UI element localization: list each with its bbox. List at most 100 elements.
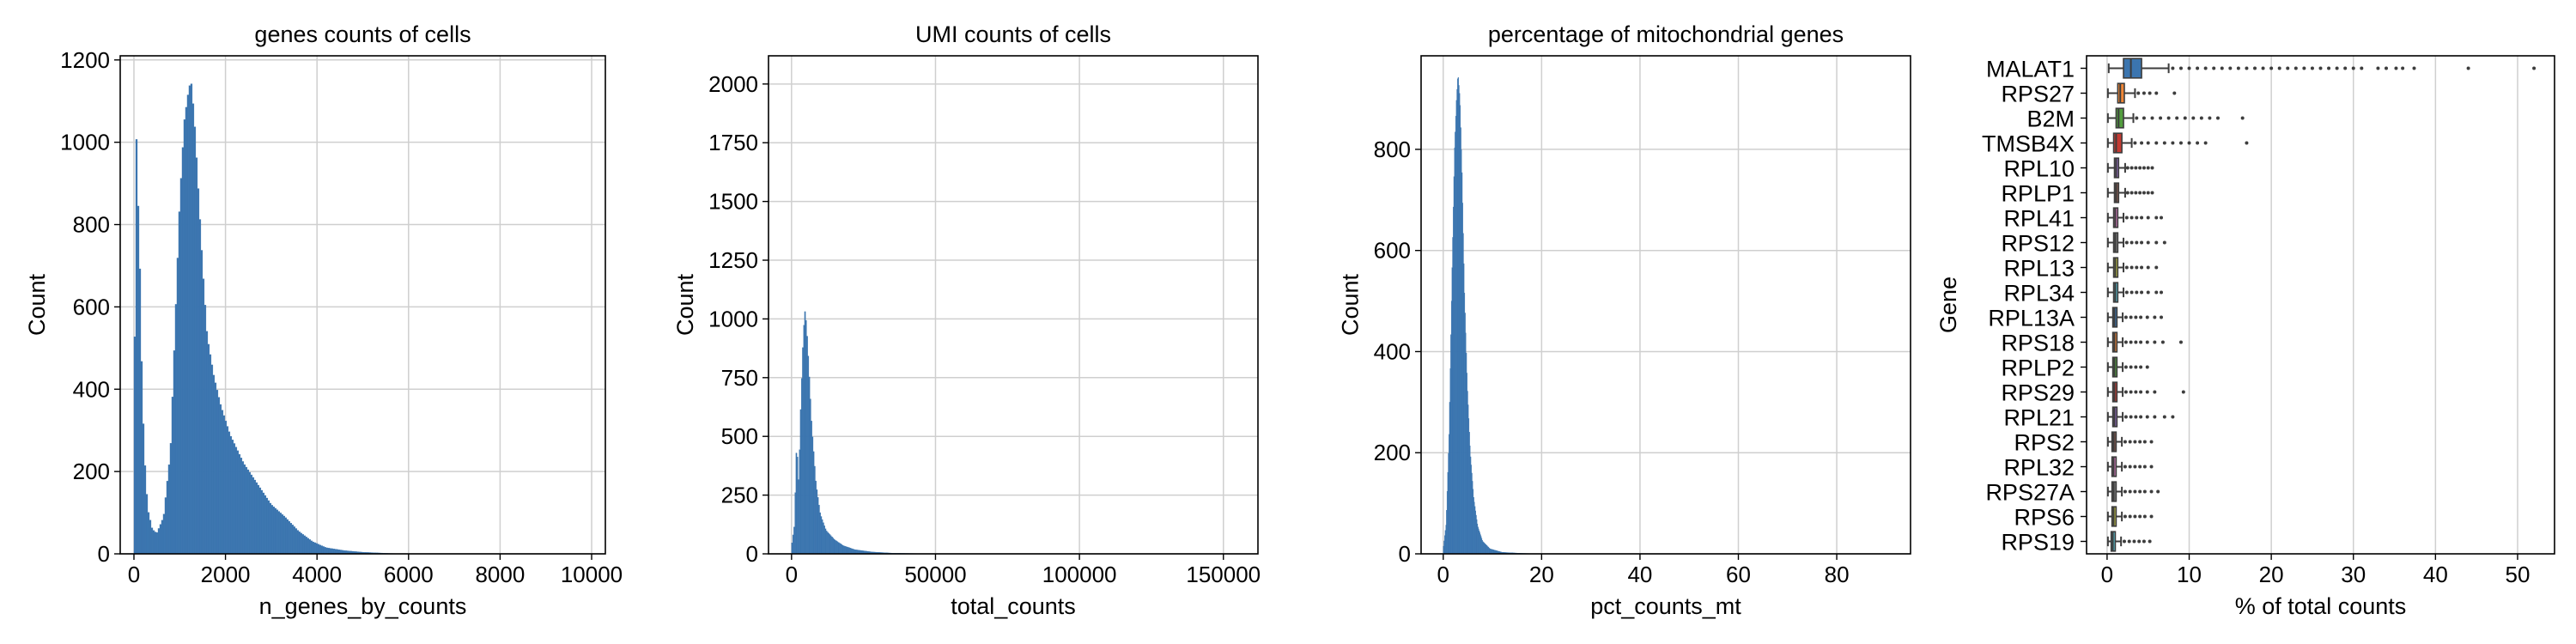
histogram-bar <box>257 484 260 555</box>
outlier-point <box>2146 216 2150 220</box>
histogram-bar <box>799 449 801 555</box>
histogram-bar <box>176 258 179 555</box>
outlier-point <box>2125 166 2129 170</box>
y-tick-label: 1000 <box>60 130 110 155</box>
gene-label: RPS2 <box>2014 430 2075 456</box>
gene-label: B2M <box>2026 106 2075 132</box>
outlier-point <box>2138 489 2142 494</box>
outlier-point <box>2149 465 2154 469</box>
histogram-bar <box>329 548 332 555</box>
gene-box-rpl13a <box>2106 307 2164 328</box>
histogram-bar <box>161 519 164 555</box>
histogram-bar <box>837 542 840 555</box>
y-axis-label: Gene <box>1935 276 1961 333</box>
outlier-point <box>2123 340 2128 344</box>
outlier-point <box>2245 66 2249 70</box>
histogram-bar <box>147 512 150 555</box>
outlier-point <box>2127 539 2131 544</box>
y-tick-label: 0 <box>98 541 110 567</box>
histogram-bar <box>823 526 825 555</box>
histogram-bar <box>841 544 844 555</box>
y-tick-label: 1250 <box>708 247 758 273</box>
histogram-bar <box>331 548 334 555</box>
histogram-bar <box>818 504 820 555</box>
y-axis-label: Count <box>672 273 698 336</box>
outlier-point <box>2154 141 2159 145</box>
outlier-point <box>2384 66 2388 70</box>
outlier-point <box>2135 290 2139 295</box>
gene-box-rplp1 <box>2106 182 2154 204</box>
gene-box-b2m <box>2106 107 2245 129</box>
histogram-bar <box>216 390 219 555</box>
histogram-bar <box>171 397 174 555</box>
histogram-bar <box>827 532 829 555</box>
outlier-point <box>2134 390 2138 394</box>
histogram-bar <box>142 423 145 555</box>
y-tick-label: 600 <box>73 294 110 319</box>
axes-frame <box>768 55 1259 555</box>
outlier-point <box>2178 340 2183 344</box>
x-axis-label: pct_counts_mt <box>1590 593 1741 619</box>
iqr-box <box>2112 132 2123 154</box>
outlier-point <box>2123 365 2128 369</box>
histogram-bar <box>829 535 832 555</box>
gene-box-rps12 <box>2106 232 2166 253</box>
histogram-bar <box>293 526 296 555</box>
histogram-bar <box>800 378 803 555</box>
outlier-point <box>2146 191 2150 195</box>
histogram-bar <box>319 544 322 555</box>
histogram-bar <box>844 545 846 555</box>
gene-box-rps2 <box>2106 431 2154 453</box>
histogram-bar <box>195 157 198 555</box>
histogram-bar <box>291 525 295 555</box>
gene-label: RPL21 <box>2003 405 2075 431</box>
histogram-bar <box>190 83 193 555</box>
histogram-bar <box>310 540 313 555</box>
histogram-bar <box>188 85 191 555</box>
gene-label: RPS27A <box>1985 480 2075 506</box>
histogram-bar <box>327 548 331 555</box>
x-tick-label: 0 <box>786 562 798 587</box>
histogram-bar <box>288 520 291 555</box>
histogram-bar <box>198 219 202 555</box>
histogram-bar <box>200 250 204 555</box>
outlier-point <box>2360 66 2364 70</box>
histogram-bar <box>307 538 310 555</box>
histogram-bar <box>234 447 238 555</box>
outlier-point <box>2135 240 2139 245</box>
outlier-point <box>2172 91 2177 95</box>
histogram-bar <box>279 513 283 555</box>
histogram-bar <box>246 469 250 555</box>
outlier-point <box>2145 315 2149 319</box>
histogram-bar <box>298 532 301 555</box>
outlier-point <box>2134 191 2138 195</box>
outlier-point <box>2245 141 2249 145</box>
histogram-bar <box>250 474 253 555</box>
outlier-point <box>2159 116 2163 120</box>
histogram-bar <box>221 410 224 555</box>
outlier-point <box>2351 66 2355 70</box>
outlier-point <box>2145 390 2149 394</box>
outlier-point <box>2183 116 2187 120</box>
histogram-bar <box>325 547 329 555</box>
histogram-bar <box>811 436 814 555</box>
histogram-bar <box>186 94 190 555</box>
outlier-point <box>2140 265 2144 270</box>
histogram-bar <box>852 548 854 555</box>
gene-label: RPL13 <box>2003 256 2075 282</box>
outlier-point <box>2135 265 2139 270</box>
outlier-point <box>2134 315 2138 319</box>
y-tick-label: 0 <box>1399 541 1411 567</box>
outlier-point <box>2137 539 2142 544</box>
y-tick-label: 2000 <box>708 71 758 97</box>
gene-box-rps18 <box>2106 331 2183 353</box>
outlier-point <box>2149 514 2154 519</box>
x-tick-label: 0 <box>1437 562 1449 587</box>
histogram-bar <box>222 415 226 555</box>
outlier-point <box>2240 116 2245 120</box>
outlier-point <box>2139 365 2143 369</box>
histogram-bar <box>849 548 852 555</box>
outlier-point <box>2153 315 2157 319</box>
outlier-point <box>2142 489 2147 494</box>
outlier-point <box>2138 465 2142 469</box>
